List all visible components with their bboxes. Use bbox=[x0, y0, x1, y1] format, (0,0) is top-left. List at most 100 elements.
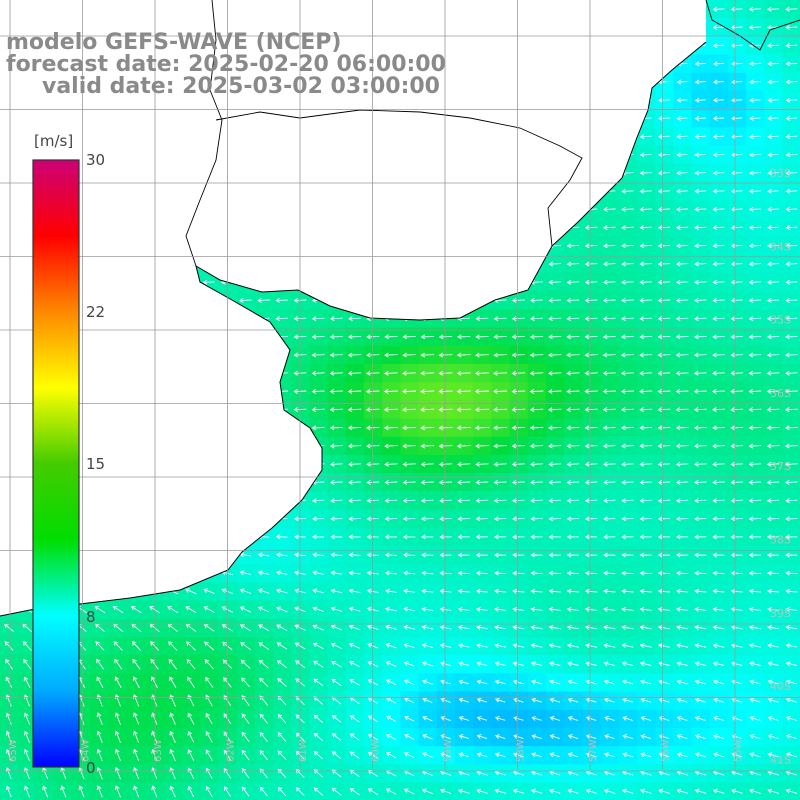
wind-arrow bbox=[474, 425, 489, 431]
wind-arrow bbox=[767, 243, 780, 249]
wind-arrow bbox=[403, 552, 416, 558]
wind-arrow bbox=[767, 152, 779, 158]
wind-arrow bbox=[766, 498, 780, 504]
wind-arrow bbox=[475, 552, 488, 558]
wind-arrow bbox=[712, 534, 725, 540]
wind-arrow bbox=[548, 425, 562, 431]
wind-arrow bbox=[494, 552, 507, 558]
wind-arrow bbox=[548, 479, 561, 485]
wind-arrow bbox=[277, 677, 287, 687]
wind-arrow bbox=[404, 734, 415, 740]
wind-arrow bbox=[603, 498, 616, 504]
wind-arrow bbox=[548, 498, 561, 504]
wind-arrow bbox=[402, 334, 416, 340]
wind-arrow bbox=[657, 461, 671, 467]
wind-arrow bbox=[422, 715, 433, 722]
wind-arrow bbox=[620, 370, 635, 376]
wind-arrow bbox=[566, 389, 580, 394]
wind-arrow bbox=[785, 225, 798, 231]
wind-arrow bbox=[603, 206, 616, 212]
wind-arrow bbox=[475, 316, 489, 322]
wind-arrow bbox=[621, 643, 634, 649]
wind-arrow bbox=[694, 134, 706, 140]
latitude-label: 36S bbox=[770, 387, 791, 400]
wind-arrow bbox=[347, 443, 362, 449]
wind-arrow bbox=[331, 714, 342, 723]
wind-arrow bbox=[639, 534, 652, 540]
wind-arrow bbox=[603, 461, 616, 467]
wind-arrow bbox=[548, 643, 561, 649]
wind-arrow bbox=[439, 588, 452, 594]
wind-arrow bbox=[438, 352, 453, 358]
wind-arrow bbox=[621, 188, 634, 194]
wind-arrow bbox=[675, 334, 689, 340]
wind-arrow bbox=[602, 316, 616, 322]
wind-arrow bbox=[712, 297, 725, 303]
wind-arrow bbox=[566, 370, 580, 376]
wind-arrow bbox=[640, 788, 652, 794]
wind-arrow bbox=[241, 768, 250, 779]
wind-arrow bbox=[676, 225, 689, 231]
uruguay-border-line bbox=[215, 109, 583, 247]
wind-arrow bbox=[639, 134, 652, 140]
wind-arrow bbox=[402, 352, 416, 358]
wind-arrow bbox=[748, 279, 761, 285]
wind-arrow bbox=[712, 115, 725, 121]
wind-arrow bbox=[639, 297, 652, 303]
wind-arrow bbox=[493, 370, 508, 376]
wind-arrow bbox=[785, 152, 798, 158]
latitude-label: 33S bbox=[770, 167, 791, 180]
wind-arrow bbox=[748, 243, 761, 249]
wind-arrow bbox=[239, 624, 251, 632]
wind-arrow bbox=[767, 279, 780, 285]
wind-arrow bbox=[329, 461, 343, 467]
wind-arrow bbox=[403, 570, 416, 576]
wind-arrow bbox=[365, 389, 380, 394]
wind-arrow bbox=[329, 316, 343, 322]
wind-arrow bbox=[529, 370, 544, 376]
wind-arrow bbox=[511, 334, 525, 340]
wind-arrow bbox=[584, 352, 598, 358]
wind-arrow bbox=[168, 641, 178, 651]
wind-arrow bbox=[785, 6, 798, 12]
wind-arrow bbox=[712, 334, 725, 340]
wind-arrow bbox=[439, 498, 452, 504]
wind-cell bbox=[327, 782, 347, 800]
wind-cell bbox=[309, 782, 329, 800]
wind-arrow bbox=[23, 658, 32, 670]
wind-arrow bbox=[476, 716, 488, 721]
wind-arrow bbox=[785, 643, 798, 649]
wind-cell bbox=[364, 782, 383, 800]
wind-arrow bbox=[640, 697, 652, 703]
wind-arrow bbox=[749, 643, 761, 649]
wind-arrow bbox=[602, 297, 616, 303]
wind-arrow bbox=[329, 334, 343, 340]
wind-arrow bbox=[512, 625, 525, 630]
wind-arrow bbox=[657, 206, 670, 212]
latitude-label: 37S bbox=[770, 460, 791, 473]
wind-arrow bbox=[749, 661, 761, 667]
wind-arrow bbox=[403, 679, 415, 685]
wind-arrow bbox=[421, 624, 434, 630]
east-coast-line bbox=[705, 0, 800, 51]
wind-arrow bbox=[676, 534, 689, 540]
wind-arrow bbox=[130, 606, 142, 614]
wind-arrow bbox=[529, 352, 544, 358]
wind-arrow bbox=[676, 188, 689, 194]
wind-arrow bbox=[694, 516, 707, 522]
wind-arrow bbox=[731, 134, 743, 140]
wind-arrow bbox=[205, 785, 213, 798]
wind-arrow bbox=[295, 787, 305, 797]
wind-arrow bbox=[784, 388, 798, 394]
wind-arrow bbox=[347, 425, 362, 431]
wind-arrow bbox=[748, 334, 762, 340]
wind-arrow bbox=[548, 261, 561, 267]
wind-arrow bbox=[694, 152, 707, 158]
wind-arrow bbox=[512, 588, 525, 594]
wind-arrow bbox=[767, 570, 780, 576]
wind-arrow bbox=[566, 279, 580, 285]
wind-arrow bbox=[693, 352, 707, 358]
wind-arrow bbox=[767, 552, 780, 558]
wind-arrow bbox=[402, 443, 416, 449]
wind-arrow bbox=[620, 388, 635, 394]
